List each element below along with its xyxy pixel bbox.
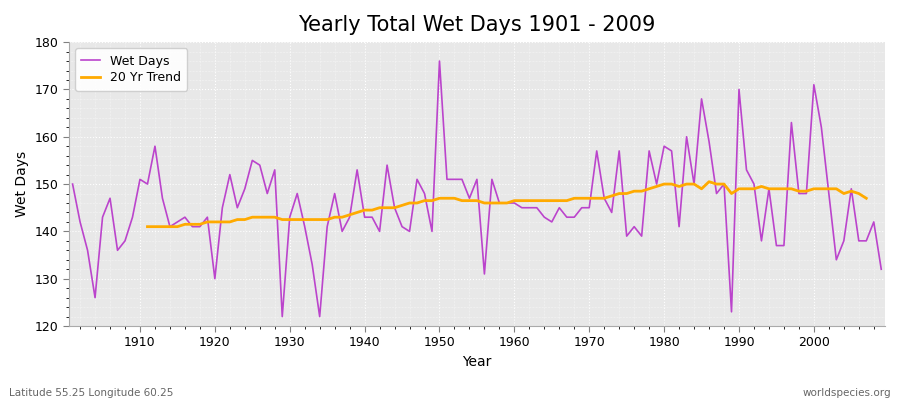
20 Yr Trend [337,215,347,220]
Title: Yearly Total Wet Days 1901 - 2009: Yearly Total Wet Days 1901 - 2009 [298,15,655,35]
Wet Days [524,205,535,210]
20 Yr Trend [292,217,302,222]
Text: Latitude 55.25 Longitude 60.25: Latitude 55.25 Longitude 60.25 [9,388,174,398]
Wet Days [876,267,886,272]
Wet Days [277,314,288,319]
Wet Days [68,182,78,186]
Line: 20 Yr Trend: 20 Yr Trend [148,182,867,227]
Text: worldspecies.org: worldspecies.org [803,388,891,398]
Line: Wet Days: Wet Days [73,61,881,316]
20 Yr Trend [509,198,520,203]
Wet Days [300,224,310,229]
Wet Days [434,59,445,64]
Wet Days [517,205,527,210]
Wet Days [344,215,355,220]
X-axis label: Year: Year [463,355,491,369]
Wet Days [614,148,625,153]
Y-axis label: Wet Days: Wet Days [15,151,29,217]
20 Yr Trend [501,200,512,205]
Wet Days [127,215,138,220]
20 Yr Trend [598,196,609,201]
Legend: Wet Days, 20 Yr Trend: Wet Days, 20 Yr Trend [75,48,187,91]
